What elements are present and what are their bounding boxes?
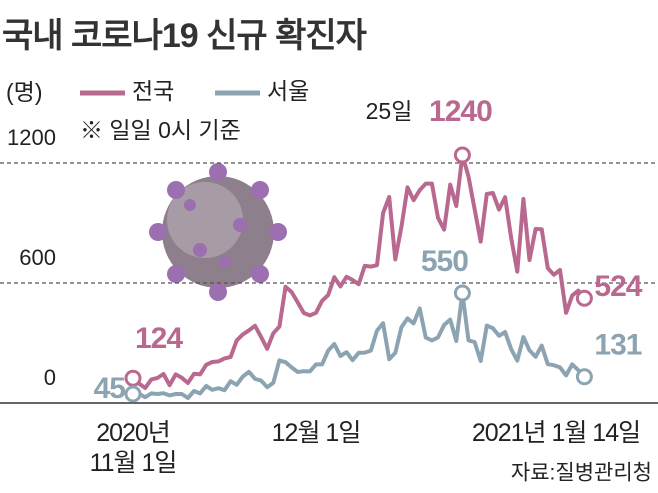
point-marker [124, 385, 142, 403]
legend-label: 전국 [132, 78, 174, 104]
x-tick-label: 2020년 11월 1일 [89, 419, 178, 477]
y-tick-label: 1200 [7, 125, 56, 150]
data-label: 524 [594, 270, 642, 303]
series-line [131, 153, 586, 390]
note: ※ 일일 0시 기준 [80, 117, 241, 143]
data-label: 124 [135, 322, 183, 355]
peak-note: 25일 [366, 98, 413, 124]
point-marker [575, 289, 593, 307]
x-tick-label: 2021년 1월 14일 [471, 419, 641, 447]
x-tick-label: 12월 1일 [271, 419, 362, 447]
data-label: 131 [594, 329, 641, 362]
source: 자료:질병관리청 [511, 462, 652, 485]
data-label: 1240 [429, 95, 492, 128]
point-marker [124, 369, 142, 387]
virus-illustration [149, 163, 287, 301]
data-label: 45 [94, 372, 126, 405]
legend-label: 서울 [267, 78, 309, 104]
y-unit: (명) [6, 79, 42, 105]
point-marker [575, 368, 593, 386]
series-line [132, 291, 586, 400]
chart-title: 국내 코로나19 신규 확진자 [2, 17, 367, 55]
point-marker [453, 284, 471, 302]
y-tick-label: 600 [19, 245, 56, 270]
y-tick-label: 0 [44, 365, 56, 390]
data-label: 550 [421, 245, 468, 278]
point-marker [453, 146, 471, 164]
